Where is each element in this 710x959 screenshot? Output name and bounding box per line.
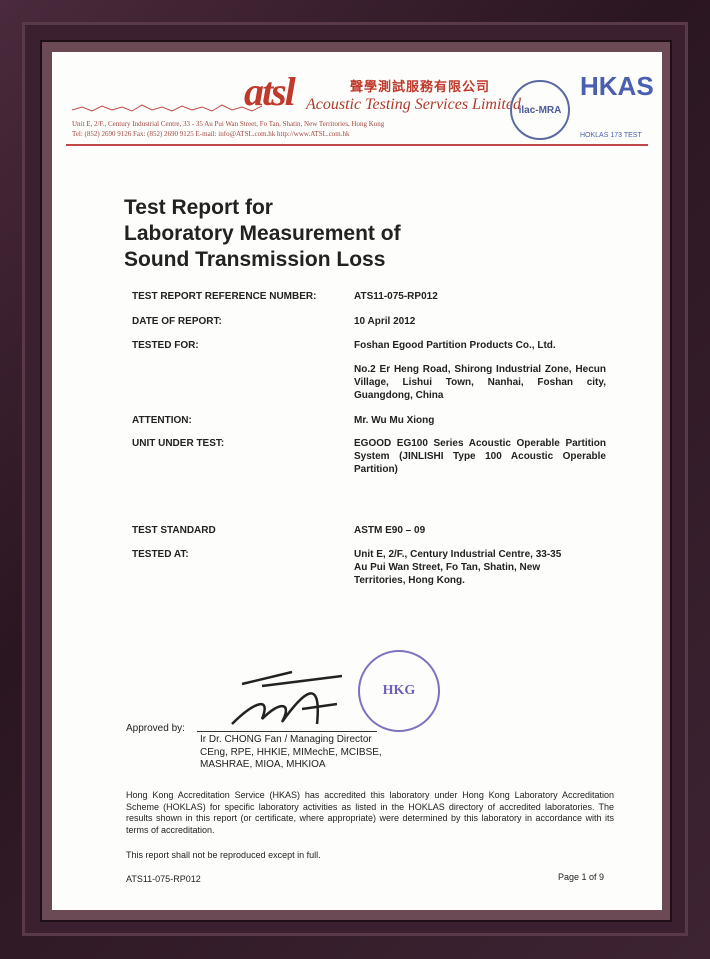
signature-line bbox=[197, 731, 377, 732]
field-value: Mr. Wu Mu Xiong bbox=[354, 415, 435, 426]
header-rule bbox=[66, 144, 648, 146]
field-value: ATS11-075-RP012 bbox=[354, 291, 438, 302]
report-page: atsl 聲學測試服務有限公司 Acoustic Testing Service… bbox=[52, 52, 662, 910]
approver-name: Ir Dr. CHONG Fan / Managing Director bbox=[200, 734, 372, 745]
field-label: TESTED FOR: bbox=[132, 340, 199, 351]
company-name: Acoustic Testing Services Limited bbox=[306, 96, 521, 113]
waveform-graphic bbox=[72, 104, 262, 112]
approved-by-label: Approved by: bbox=[126, 723, 185, 734]
hkas-logo: HKAS bbox=[580, 71, 654, 101]
company-seal: HKG bbox=[358, 650, 440, 732]
field-value: Foshan Egood Partition Products Co., Ltd… bbox=[354, 340, 556, 351]
field-label: TEST REPORT REFERENCE NUMBER: bbox=[132, 291, 317, 302]
approver-qualifications: CEng, RPE, HHKIE, MIMechE, MCIBSE, bbox=[200, 746, 382, 758]
field-value: EGOOD EG100 Series Acoustic Operable Par… bbox=[354, 438, 606, 475]
field-value: Unit E, 2/F., Century Industrial Centre,… bbox=[354, 549, 562, 586]
hoklas-label: HOKLAS 173 TEST bbox=[580, 132, 642, 139]
approver-block: Ir Dr. CHONG Fan / Managing Director CEn… bbox=[200, 734, 382, 772]
seal-mark: HKG bbox=[382, 683, 416, 698]
contact-line: Tel: (852) 2690 9126 Fax: (852) 2690 912… bbox=[72, 130, 350, 138]
field-value: No.2 Er Heng Road, Shirong Industrial Zo… bbox=[354, 364, 606, 401]
accreditation-statement: Hong Kong Accreditation Service (HKAS) h… bbox=[126, 790, 614, 835]
approver-qualifications: MASHRAE, MIOA, MHKIOA bbox=[200, 759, 326, 770]
report-title: Test Report for Laboratory Measurement o… bbox=[124, 195, 401, 273]
field-value: 10 April 2012 bbox=[354, 316, 416, 327]
reproduction-notice: This report shall not be reproduced exce… bbox=[126, 850, 321, 860]
title-line: Sound Transmission Loss bbox=[124, 248, 386, 271]
letterhead-address: Unit E, 2/F., Century Industrial Centre,… bbox=[72, 119, 384, 139]
chinese-company-name: 聲學測試服務有限公司 bbox=[350, 79, 491, 94]
ilac-mra-logo: ilac-MRA bbox=[510, 80, 570, 140]
address-line: Unit E, 2/F., Century Industrial Centre,… bbox=[72, 120, 385, 128]
field-value: ASTM E90 – 09 bbox=[354, 525, 426, 536]
signature bbox=[231, 670, 343, 725]
title-line: Test Report for bbox=[124, 196, 273, 219]
field-label: ATTENTION: bbox=[132, 415, 192, 426]
page-number: Page 1 of 9 bbox=[558, 872, 605, 882]
field-label: DATE OF REPORT: bbox=[132, 316, 222, 327]
title-line: Laboratory Measurement of bbox=[124, 222, 401, 245]
atsl-logo: atsl bbox=[244, 69, 296, 114]
field-label: UNIT UNDER TEST: bbox=[132, 438, 225, 449]
field-label: TEST STANDARD bbox=[132, 525, 216, 536]
footer-reference: ATS11-075-RP012 bbox=[126, 874, 201, 884]
field-label: TESTED AT: bbox=[132, 549, 189, 560]
